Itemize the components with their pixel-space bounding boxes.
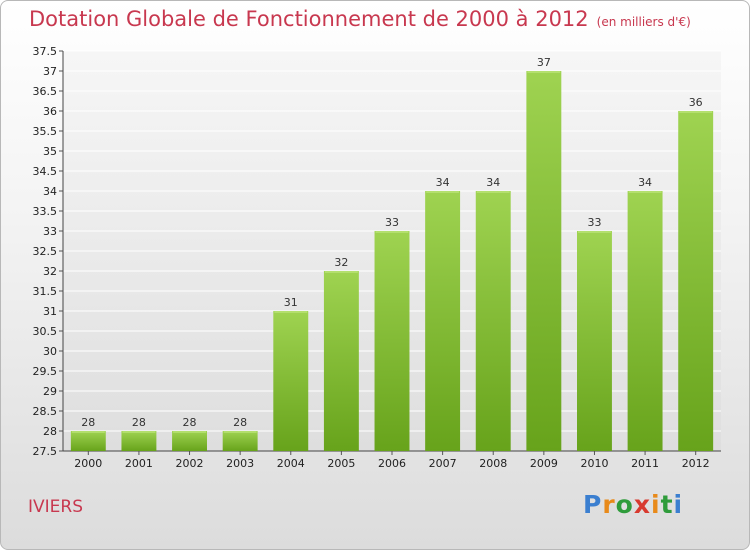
y-tick-label: 37.5: [33, 45, 58, 58]
proxiti-logo: Proxiti: [583, 490, 684, 519]
y-tick-label: 27.5: [33, 445, 58, 458]
bars: [70, 71, 714, 451]
x-tick-label: 2006: [378, 457, 406, 470]
bar-value-label: 34: [486, 176, 500, 189]
bar-value-label: 36: [689, 96, 703, 109]
bar: [121, 431, 157, 451]
bar-value-label: 32: [334, 256, 348, 269]
x-tick-label: 2001: [125, 457, 153, 470]
bar: [627, 191, 663, 451]
x-tick-label: 2008: [479, 457, 507, 470]
y-tick-label: 31.5: [33, 285, 58, 298]
y-tick-label: 29.5: [33, 365, 58, 378]
y-tick-label: 34: [43, 185, 57, 198]
bar-value-label: 31: [284, 296, 298, 309]
bar: [374, 231, 410, 451]
x-tick-label: 2004: [277, 457, 305, 470]
y-tick-label: 28: [43, 425, 57, 438]
bar: [576, 231, 612, 451]
x-tick-label: 2002: [176, 457, 204, 470]
chart-unit: (en milliers d'€): [596, 15, 691, 29]
bar: [526, 71, 562, 451]
y-tick-label: 29: [43, 385, 57, 398]
y-tick-label: 33: [43, 225, 57, 238]
y-tick-label: 32: [43, 265, 57, 278]
x-tick-label: 2011: [631, 457, 659, 470]
x-tick-label: 2010: [580, 457, 608, 470]
y-tick-label: 30.5: [33, 325, 58, 338]
commune-name: IVIERS: [28, 497, 84, 517]
y-tick-label: 31: [43, 305, 57, 318]
x-tick-label: 2003: [226, 457, 254, 470]
x-tick-label: 2007: [429, 457, 457, 470]
x-tick-label: 2000: [74, 457, 102, 470]
bar-value-label: 33: [587, 216, 601, 229]
bar-value-label: 34: [638, 176, 652, 189]
y-tick-label: 35.5: [33, 125, 58, 138]
bar: [678, 111, 714, 451]
bar-value-label: 34: [436, 176, 450, 189]
labels: 27.5 28 28.5 29 29.5 30 30.5 31 31.5 32 32.5 33 33.5…: [33, 45, 710, 470]
y-tick-label: 36.5: [33, 85, 58, 98]
bar: [70, 431, 106, 451]
bar-value-label: 28: [233, 416, 247, 429]
bar-value-label: 28: [183, 416, 197, 429]
y-tick-label: 33.5: [33, 205, 58, 218]
y-tick-label: 28.5: [33, 405, 58, 418]
y-tick-label: 30: [43, 345, 57, 358]
y-tick-label: 34.5: [33, 165, 58, 178]
bar: [475, 191, 511, 451]
bar-value-label: 37: [537, 56, 551, 69]
bar: [222, 431, 258, 451]
y-tick-label: 35: [43, 145, 57, 158]
x-tick-label: 2005: [327, 457, 355, 470]
chart-title: Dotation Globale de Fonctionnement de 20…: [29, 7, 691, 31]
y-tick-label: 37: [43, 65, 57, 78]
bar: [323, 271, 359, 451]
bar: [425, 191, 461, 451]
x-tick-label: 2009: [530, 457, 558, 470]
bar-value-label: 28: [81, 416, 95, 429]
bar-value-label: 28: [132, 416, 146, 429]
bar-value-label: 33: [385, 216, 399, 229]
x-tick-label: 2012: [682, 457, 710, 470]
y-tick-label: 36: [43, 105, 57, 118]
bar: [273, 311, 309, 451]
y-tick-label: 32.5: [33, 245, 58, 258]
bar: [172, 431, 208, 451]
